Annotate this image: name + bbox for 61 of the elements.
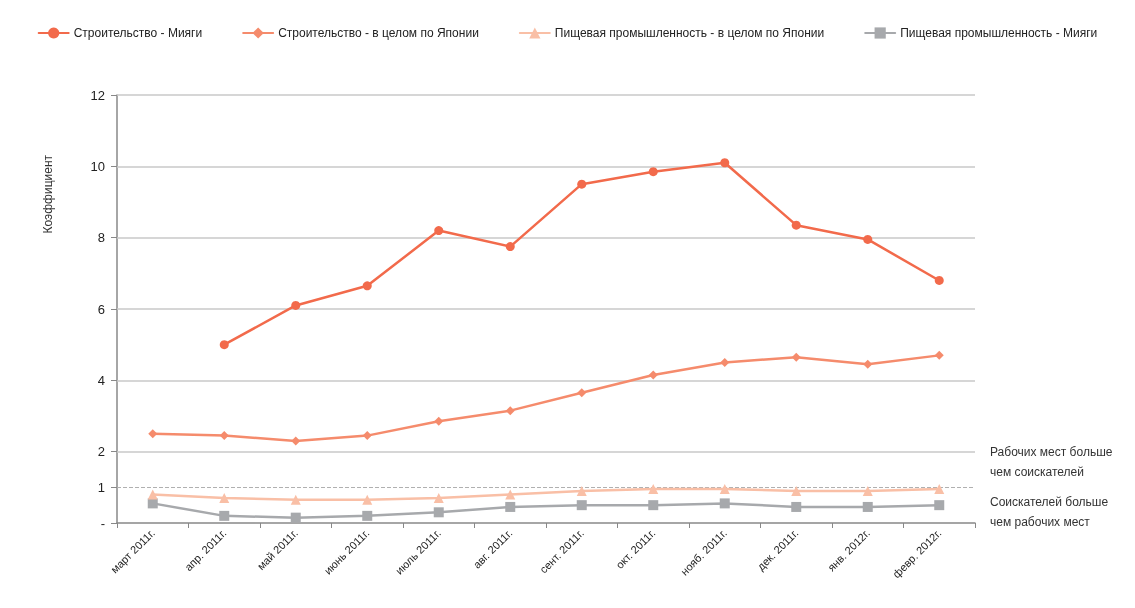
- point: [719, 484, 730, 495]
- point: [648, 370, 658, 380]
- y-tick-label: 1: [97, 479, 105, 495]
- point: [219, 431, 229, 441]
- text: Рабочих мест больше чем соискателей: [990, 445, 1113, 480]
- point: [719, 498, 730, 509]
- point: [290, 494, 301, 505]
- y-axis-title: Коэффициент: [41, 154, 55, 234]
- legend-label: Строительство - Мияги: [73, 26, 203, 40]
- point: [576, 485, 587, 496]
- point: [505, 242, 515, 252]
- point: [863, 234, 873, 244]
- legend-label: Пищевая промышленность - Мияги: [900, 26, 1098, 40]
- point: [862, 501, 873, 512]
- point: [720, 358, 730, 367]
- point: [862, 485, 873, 496]
- point: [434, 226, 444, 236]
- point: [648, 167, 658, 177]
- point: [577, 388, 587, 398]
- point: [577, 179, 587, 189]
- point: [934, 484, 945, 495]
- point: [147, 489, 158, 500]
- y-tick-label: -: [100, 515, 105, 531]
- text: Соискателей больше чем рабочих мест: [990, 495, 1109, 530]
- y-tick-label: 4: [97, 372, 105, 388]
- point: [648, 500, 659, 511]
- point: [147, 498, 158, 509]
- point: [934, 500, 945, 511]
- point: [791, 485, 802, 496]
- point: [648, 484, 659, 495]
- point: [362, 281, 372, 291]
- point: [505, 406, 515, 416]
- point: [362, 431, 372, 441]
- point: [362, 510, 373, 521]
- y-tick-label: 8: [97, 230, 105, 246]
- point: [434, 416, 444, 426]
- point: [291, 300, 301, 310]
- point: [219, 510, 230, 521]
- point: [433, 493, 444, 504]
- legend-label: Строительство - в целом по Японии: [278, 26, 479, 40]
- point: [863, 359, 873, 369]
- point: [791, 501, 802, 512]
- point: [290, 512, 301, 523]
- point: [505, 489, 516, 500]
- point: [934, 275, 944, 285]
- y-tick-label: 2: [97, 444, 105, 460]
- point: [433, 507, 444, 518]
- point: [219, 340, 229, 350]
- y-tick-label: 12: [90, 87, 105, 103]
- point: [219, 493, 230, 504]
- point: [791, 352, 801, 362]
- point: [362, 494, 373, 505]
- point: [576, 500, 587, 511]
- point: [148, 429, 158, 439]
- y-tick-label: 10: [90, 158, 105, 174]
- y-tick-label: 6: [97, 301, 105, 317]
- point: [791, 220, 801, 230]
- legend-label: Пищевая промышленность - в целом по Японии: [554, 26, 825, 40]
- point: [720, 158, 730, 168]
- point: [505, 501, 516, 512]
- point: [934, 350, 944, 360]
